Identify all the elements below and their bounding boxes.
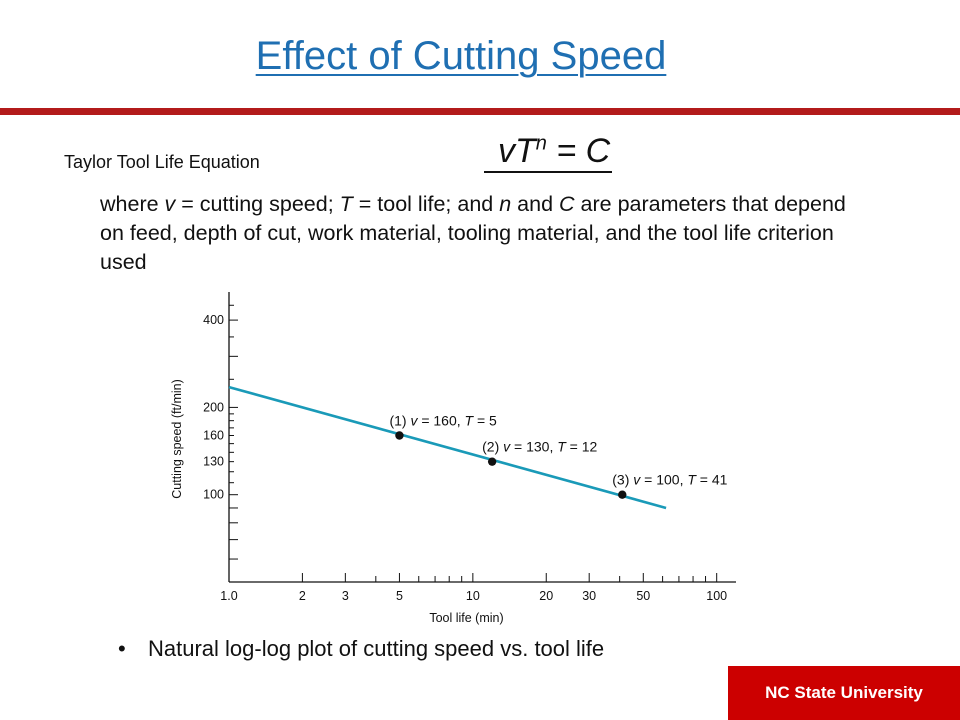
point-label: (1) v = 160, T = 5 — [389, 413, 497, 429]
point-label-part: = 41 — [696, 472, 728, 488]
taylor-equation: vTn = C — [484, 132, 613, 173]
title-divider — [0, 108, 960, 115]
data-point — [395, 431, 404, 440]
data-point — [487, 457, 497, 466]
x-tick-label: 2 — [299, 589, 306, 603]
point-label-part: = 100, — [640, 472, 687, 488]
x-tick-label: 30 — [582, 589, 596, 603]
series-line — [228, 385, 667, 510]
bullet-text: Natural log-log plot of cutting speed vs… — [148, 636, 605, 661]
y-tick-label: 400 — [203, 313, 224, 327]
x-axis-title: Tool life (min) — [429, 611, 503, 625]
desc-text-1: where — [100, 192, 165, 216]
desc-text-3: = tool life; and — [352, 192, 500, 216]
equation-exponent: n — [535, 132, 547, 155]
bullet-item: • Natural log-log plot of cutting speed v… — [118, 636, 604, 662]
x-tick-label: 20 — [539, 589, 553, 603]
y-tick-label: 130 — [203, 455, 224, 469]
desc-text-4: and — [511, 192, 560, 216]
point-label-part: (1) — [389, 413, 410, 429]
desc-text-5: are parameters that depend on feed, dept… — [100, 192, 846, 274]
point-label-part: (2) — [482, 439, 503, 455]
point-label-part: = 12 — [566, 439, 598, 455]
equation-description: where v = cutting speed; T = tool life; … — [100, 190, 860, 277]
desc-var-c: C — [559, 192, 575, 216]
equation-rest: = C — [546, 132, 611, 170]
footer-badge: NC State University — [728, 666, 960, 720]
y-tick-label: 100 — [203, 488, 224, 502]
data-point — [618, 490, 627, 499]
point-label-part: T — [687, 472, 697, 488]
point-label: (3) v = 100, T = 41 — [612, 472, 727, 488]
point-label-part: T — [465, 413, 475, 429]
point-label-part: = 130, — [510, 439, 557, 455]
x-tick-label: 50 — [636, 589, 650, 603]
point-label-part: v — [633, 472, 641, 488]
desc-text-2: = cutting speed; — [175, 192, 340, 216]
y-tick-label: 160 — [203, 429, 224, 443]
point-label-part: v — [410, 413, 418, 429]
point-label-part: = 5 — [473, 413, 497, 429]
x-tick-label: 100 — [706, 589, 727, 603]
desc-var-t: T — [339, 192, 353, 216]
point-label-part: = 160, — [417, 413, 464, 429]
y-tick-label: 200 — [203, 400, 224, 414]
x-tick-label: 5 — [396, 589, 403, 603]
equation-label: Taylor Tool Life Equation — [64, 152, 260, 172]
equation-base: vT — [498, 132, 536, 170]
point-label-part: (3) — [612, 472, 633, 488]
bullet-icon: • — [118, 636, 126, 661]
x-tick-label: 10 — [466, 589, 480, 603]
x-tick-label: 1.0 — [220, 589, 237, 603]
point-label: (2) v = 130, T = 12 — [482, 439, 597, 455]
footer-text: NC State University — [765, 683, 923, 702]
slide-title: Effect of Cutting Speed — [255, 34, 667, 78]
point-label-part: T — [557, 439, 567, 455]
desc-var-n: n — [499, 192, 512, 216]
y-axis-title: Cutting speed (ft/min) — [170, 379, 184, 499]
desc-var-v: v — [164, 192, 176, 216]
x-tick-label: 3 — [342, 589, 349, 603]
point-label-part: v — [503, 439, 511, 455]
